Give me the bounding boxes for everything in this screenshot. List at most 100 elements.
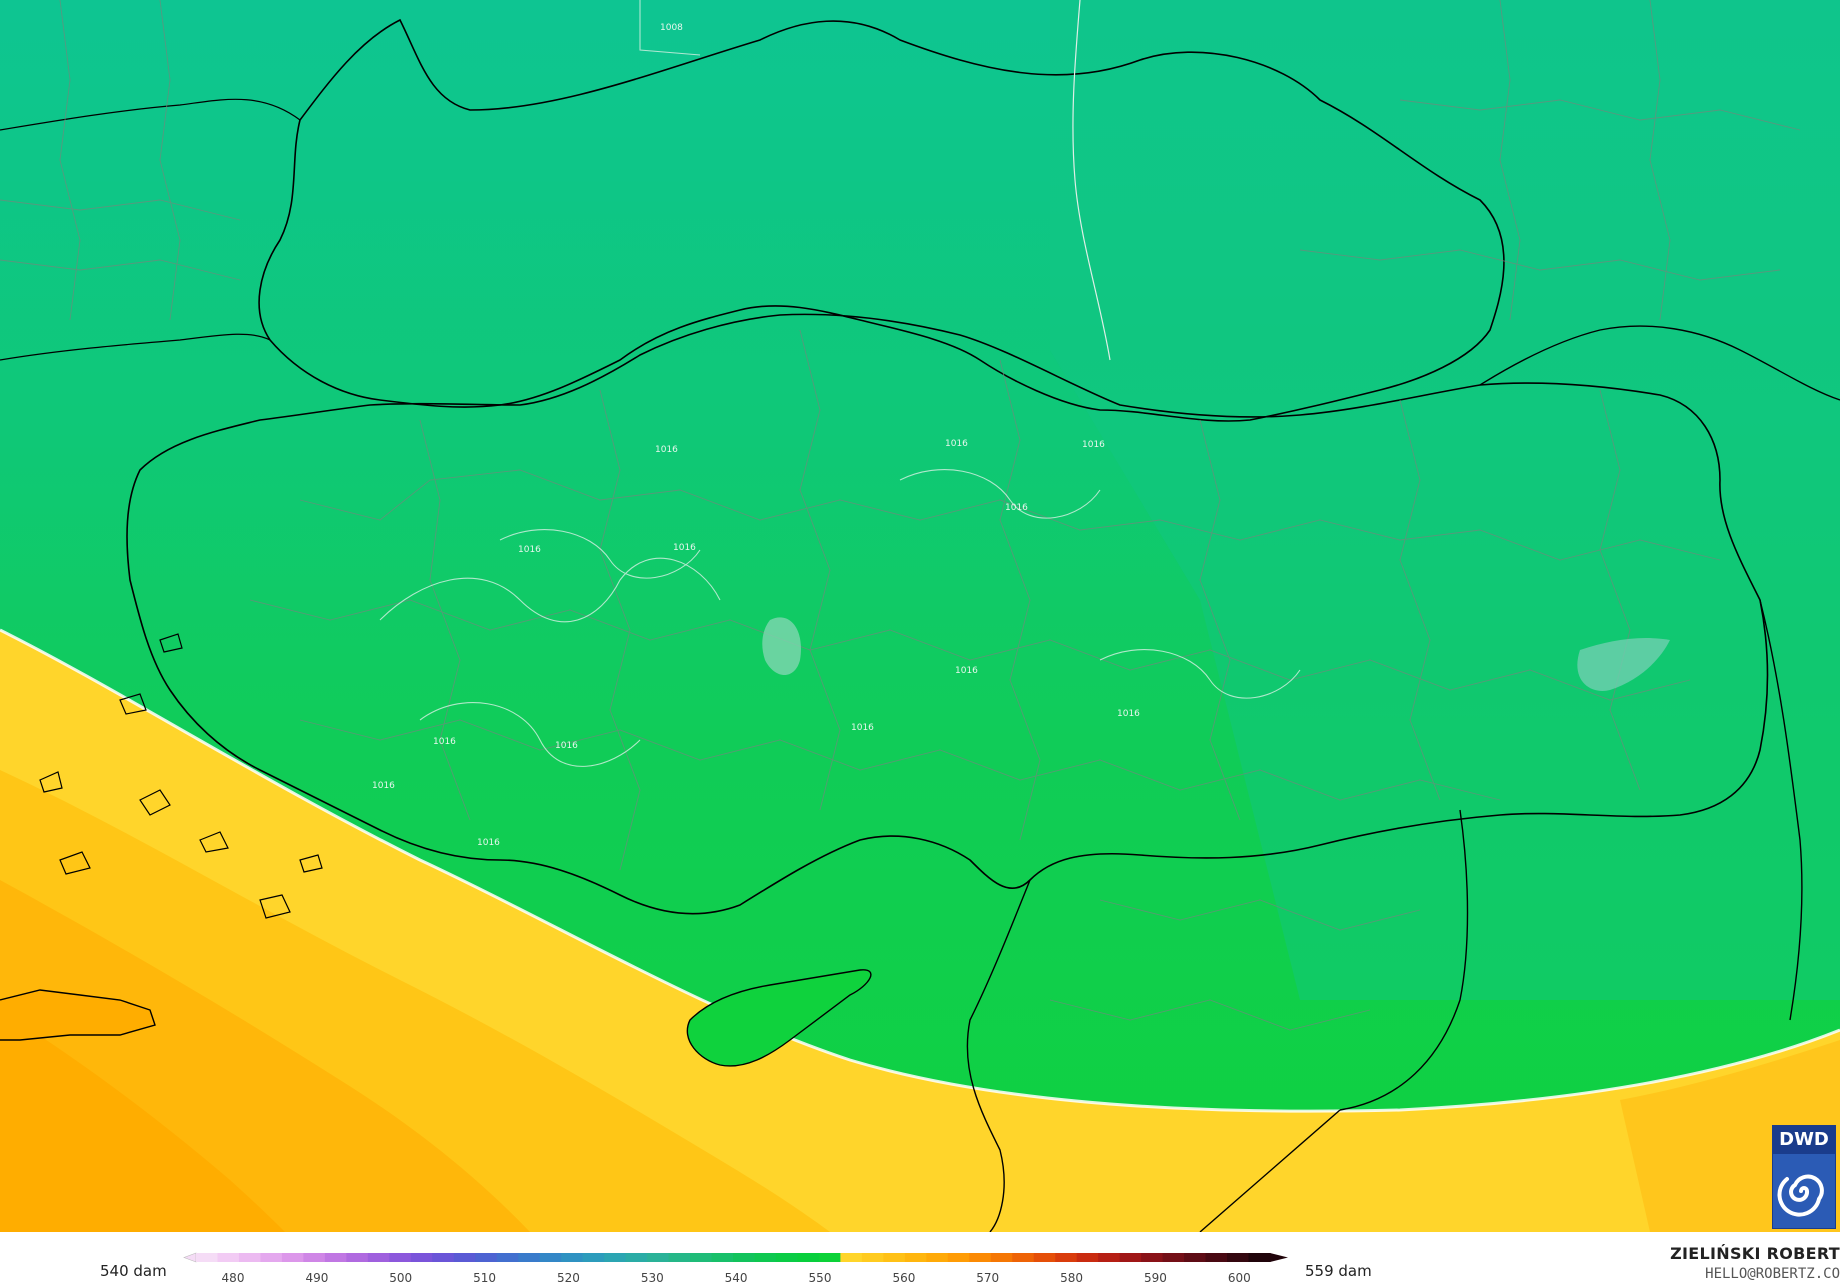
colorbar-segment [1248,1253,1271,1262]
colorbar-tick-label: 530 [641,1271,664,1285]
isobar-label: 1016 [1117,709,1140,719]
colorbar-segment [238,1253,262,1262]
turkey-border [126,313,1769,915]
isobar-label: 1016 [518,545,541,555]
colorbar-segment [453,1253,476,1262]
field-orange-deep [0,1010,285,1232]
colorbar-segment [582,1253,605,1262]
isobar-label: 1016 [1082,440,1105,450]
aegean-island-8 [159,633,183,653]
colorbar-segment [840,1253,863,1262]
colorbar-ticks: 480 490 500 510 520 530 540 550 560 570 580 590 600 [222,1271,1251,1285]
isobar-label: 1016 [477,838,500,848]
map-area[interactable]: 1016 1016 1016 1016 1016 1016 1016 1016 … [0,0,1840,1232]
colorbar-tick-label: 490 [305,1271,328,1285]
colorbar-segment [733,1253,756,1262]
colorbar-segment [969,1253,992,1262]
iran-border [1759,599,1803,1021]
field-teal-east [1050,0,1840,1000]
lake-tuz [762,617,801,675]
dwd-logo-text: DWD [1773,1126,1835,1154]
russia-ukraine-border [1072,0,1111,361]
isobar-lines [379,0,1301,767]
colorbar-segment [367,1253,390,1262]
colorbar-segment [1012,1253,1035,1262]
crete-outline [0,989,156,1041]
legend-footer: 540 dam 480 490 500 510 520 530 540 550 560 570 58… [0,1232,1840,1287]
colorbar-segment [797,1253,820,1262]
aegean-island-7 [119,693,147,715]
colorbar-tick-label: 580 [1060,1271,1083,1285]
colorbar-tick-label: 560 [892,1271,915,1285]
colorbar-tick-label: 550 [809,1271,832,1285]
colorbar-segment [281,1253,304,1262]
province-lines [0,0,1801,1031]
isobar-label: 1016 [945,439,968,449]
iraq-border [1339,809,1469,1111]
colorbar-segment [775,1253,799,1262]
syria-border [966,879,1031,1232]
colorbar-tick-label: 520 [557,1271,580,1285]
colorbar-segment [1033,1253,1056,1262]
aegean-island-4 [299,854,323,873]
isobar-label: 1008 [660,23,683,33]
legend-max-label: 559 dam [1305,1262,1372,1280]
isobar-label: 1016 [433,737,456,747]
aegean-island-6 [39,771,63,793]
colorbar-tick-label: 510 [473,1271,496,1285]
caucasus-border [1479,325,1840,401]
colorbar-segment [518,1253,541,1262]
colorbar-tick-label: 500 [389,1271,412,1285]
isobar-label: 1016 [655,445,678,455]
colorbar-segment [883,1253,906,1262]
colorbar-segment [346,1253,369,1262]
colorbar-segment [389,1253,412,1262]
colorbar-segment [690,1253,713,1262]
legend-min-label: 540 dam [100,1262,167,1280]
height-contour-line [0,628,1840,1113]
colorbar: 480 490 500 510 520 530 540 550 560 570 580 590 600 [183,1252,1288,1285]
aegean-island-5 [59,851,91,875]
isobar-label: 1016 [673,543,696,553]
colorbar-segment [604,1253,627,1262]
isobar-label: 1016 [1005,503,1028,513]
colorbar-segment [1119,1253,1142,1262]
bulgaria-border [0,333,271,361]
colorbar-arrow-right [1270,1253,1288,1262]
colorbar-segment [1055,1253,1078,1262]
colorbar-segment [647,1253,670,1262]
colorbar-segment [475,1253,498,1262]
colorbar-segment [861,1253,884,1262]
colorbar-segment [754,1253,777,1262]
aegean-island-2 [199,831,229,853]
author-name: ZIELIŃSKI ROBERT [1670,1244,1840,1263]
colorbar-segment [1141,1253,1164,1262]
isobar-label: 1016 [955,666,978,676]
jordan-border [1199,1109,1341,1232]
colorbar-tick-label: 590 [1144,1271,1167,1285]
colorbar-segment [904,1253,927,1262]
balkan-border [0,98,301,131]
colorbar-segment [711,1253,734,1262]
colorbar-segment [561,1253,584,1262]
colorbar-segment [668,1253,691,1262]
author-email[interactable]: HELLO@ROBERTZ.CO [1705,1266,1840,1282]
isobar-label: 1016 [555,741,578,751]
cyprus-outline [686,969,872,1067]
aegean-island-1 [139,789,171,816]
colorbar-segment [496,1253,519,1262]
colorbar-segment [303,1253,326,1262]
aegean-island-3 [259,894,291,919]
colorbar-segment [410,1253,433,1262]
colorbar-segments [183,1252,1288,1263]
swirl-icon [1773,1154,1835,1228]
colorbar-segment [1098,1253,1121,1262]
author-credit: ZIELIŃSKI ROBERT HELLO@ROBERTZ.CO [1600,1244,1840,1282]
colorbar-segment [539,1253,562,1262]
colorbar-arrow-left [183,1252,197,1263]
colorbar-segment [432,1253,455,1262]
colorbar-tick-label: 480 [222,1271,245,1285]
colorbar-segment [324,1253,347,1262]
colorbar-segment [1076,1253,1099,1262]
colorbar-segment [625,1253,648,1262]
